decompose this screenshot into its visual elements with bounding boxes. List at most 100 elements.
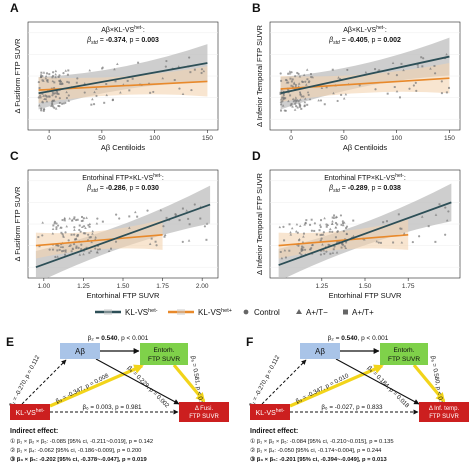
data-point-control [310,75,313,79]
data-point-control [57,244,60,247]
fit-line-het-neg [38,62,208,95]
legend-item-het-neg: KL-VShet- [95,308,158,317]
data-point-control [319,253,322,256]
panel-title: Entorhinal FTP×KL-VShet-: [82,173,164,182]
data-point-a-pos-t-neg [323,216,326,220]
panel-C: C Δ Fusiform FTP SUVR 1.00 1.25 1.50 1.75 2.00… [10,149,219,300]
data-point-a-pos-t-pos [445,91,448,94]
x-tick-label: 150 [444,135,455,142]
data-point-a-pos-t-neg [332,91,335,95]
panel-B: B Δ Inferior Temporal FTP SUVR 0 50 100 150 Aβ… [252,1,461,152]
data-point-a-pos-t-pos [433,64,436,67]
data-point-control [51,105,54,108]
data-point-a-pos-t-pos [40,71,43,74]
data-point-a-pos-t-pos [67,81,70,84]
data-point-a-pos-t-pos [338,240,341,243]
data-point-a-pos-t-pos [301,245,304,248]
data-point-a-pos-t-neg [310,243,314,247]
data-point-control [61,246,64,249]
box-entorhinal [380,343,428,365]
fit-line-het-neg [35,203,211,269]
data-point-control [307,93,310,97]
data-point-a-pos-t-pos [52,224,55,227]
data-point-a-pos-t-pos [136,215,139,218]
data-point-a-pos-t-neg [46,80,50,83]
data-point-a-pos-t-pos [67,69,70,72]
box-entorhinal [140,343,188,365]
x-tick-label: 1.50 [359,283,372,290]
data-point-control [188,56,191,59]
fit-line-het-neg [280,55,450,95]
data-point-a-pos-t-neg [305,83,308,86]
data-point-a-pos-t-neg [63,216,67,220]
data-point-a-pos-t-pos [81,215,84,218]
data-point-a-pos-t-pos [340,93,343,96]
data-point-a-pos-t-pos [88,236,91,239]
data-point-control [55,226,58,229]
data-point-a-pos-t-pos [310,218,313,221]
legend-label-a-pos-t-pos: A+/T+ [352,308,374,317]
beta2-label: β₂ = 0.540, p < 0.001 [328,335,389,342]
data-point-a-pos-t-neg [289,233,293,236]
data-point-control [51,100,54,103]
data-point-a-pos-t-neg [177,65,181,68]
ci-band-het-pos [35,219,163,259]
data-point-a-pos-t-neg [42,94,45,97]
data-point-a-pos-t-neg [90,240,93,244]
data-point-a-pos-t-pos [342,222,345,225]
data-point-a-pos-t-pos [420,56,423,59]
data-point-control [96,217,99,220]
panel-stat: βstd = -0.405, p = 0.002 [328,37,401,46]
data-point-a-pos-t-pos [75,246,78,249]
data-point-a-pos-t-pos [288,223,291,226]
data-point-a-pos-t-neg [321,243,324,246]
data-point-a-pos-t-neg [329,227,332,231]
data-point-a-pos-t-neg [299,92,302,95]
data-point-a-pos-t-pos [305,219,308,222]
data-point-a-pos-t-pos [101,220,104,223]
data-point-a-pos-t-pos [110,247,113,250]
data-point-a-pos-t-pos [340,223,343,226]
data-point-a-pos-t-neg [303,223,306,226]
data-point-a-pos-t-neg [181,92,185,95]
panel-stat: βstd = -0.289, p = 0.038 [328,185,401,194]
data-point-control [79,230,82,233]
panel-A: A Δ Fusiform FTP SUVR 0 50 100 150 Aβ Centiloi… [10,1,219,152]
panel-letter: C [10,149,19,163]
data-point-a-pos-t-neg [291,105,294,108]
data-point-control [181,240,184,244]
data-point-control [57,92,60,96]
data-point-control [310,229,314,232]
data-point-control [54,95,57,98]
data-point-a-pos-t-neg [95,222,99,225]
box-outcome-label: FTP SUVR [429,414,459,420]
data-point-a-pos-t-pos [189,71,192,74]
data-point-a-pos-t-neg [41,221,44,224]
box-klvs-label: KL-VShet- [256,408,285,417]
data-point-control [54,255,57,259]
data-point-control [155,244,158,247]
data-point-a-pos-t-pos [336,223,339,226]
data-point-control [55,222,58,225]
data-point-a-pos-t-pos [48,73,51,76]
data-point-control [283,97,286,100]
data-point-control [411,240,414,244]
data-point-control [374,88,377,91]
data-point-a-pos-t-pos [78,224,81,227]
data-point-control [319,225,322,229]
data-point-a-pos-t-pos [296,99,299,102]
data-point-a-pos-t-pos [61,102,64,105]
data-point-a-pos-t-neg [78,253,82,256]
data-point-control [96,248,100,251]
data-point-a-pos-t-pos [448,86,451,89]
data-point-a-pos-t-pos [392,241,395,244]
plot-area [35,185,211,278]
data-point-control [45,95,48,98]
data-point-a-pos-t-pos [290,102,293,105]
legend-swatch-band [104,309,112,315]
data-point-a-pos-t-pos [345,241,348,244]
box-abeta [60,343,100,359]
x-tick-label: 0 [47,135,51,142]
data-point-a-pos-t-neg [293,108,297,111]
